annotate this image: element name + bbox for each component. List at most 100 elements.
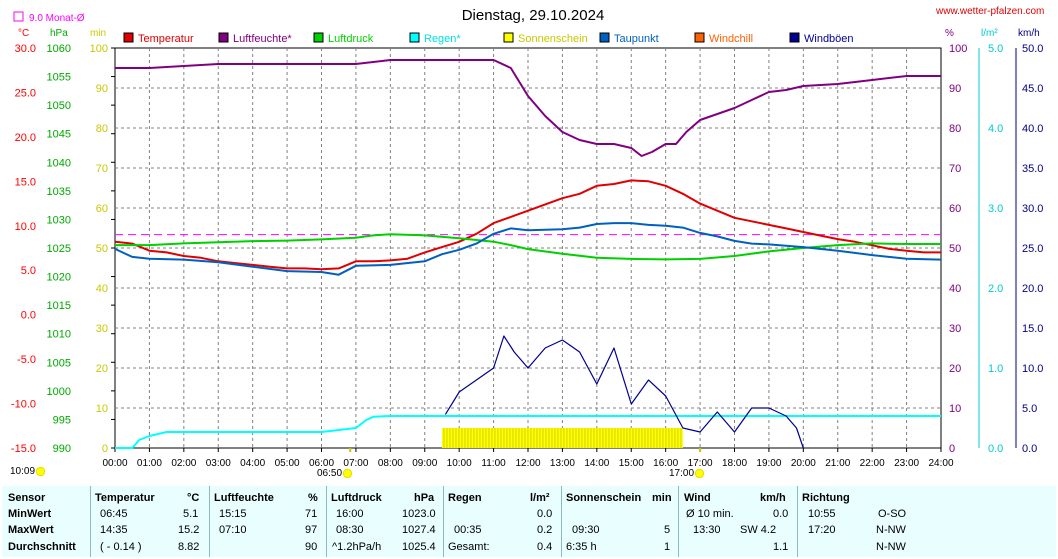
wind-min-label: Ø 10 min. — [686, 508, 734, 520]
x-tick-label: 19:00 — [756, 458, 781, 469]
x-tick-label: 00:00 — [102, 458, 127, 469]
temp-min: 5.1 — [183, 508, 199, 520]
rain-tick-label: 5.0 — [988, 43, 1003, 55]
sun-icon — [36, 466, 46, 476]
humidity-tick-label: 30 — [949, 323, 961, 335]
wind-tick-label: 0.0 — [1022, 443, 1037, 455]
temp-tick-label: -5.0 — [17, 354, 36, 366]
x-tick-label: 16:00 — [653, 458, 678, 469]
direction-avg: N-NW — [876, 541, 906, 553]
pressure-header: Luftdruck — [331, 492, 382, 504]
sunshine-avg: 1 — [664, 541, 671, 553]
rain-max: 0.2 — [537, 524, 553, 536]
wind-max-time: 13:30 — [693, 524, 721, 536]
x-tick-label: 12:00 — [515, 458, 540, 469]
wind-tick-label: 20.0 — [1022, 283, 1043, 295]
site-link[interactable]: www.wetter-pfalzen.com — [936, 6, 1045, 17]
pressure-tick-label: 990 — [53, 443, 71, 455]
rain-tick-label: 2.0 — [988, 283, 1003, 295]
wind-tick-label: 50.0 — [1022, 43, 1043, 55]
x-tick-label: 15:00 — [619, 458, 644, 469]
legend-label: Taupunkt — [614, 33, 659, 45]
legend-swatch — [313, 32, 324, 43]
x-tick-label: 07:00 — [343, 458, 368, 469]
x-tick-label: 08:00 — [378, 458, 403, 469]
legend-label: Temperatur — [138, 33, 194, 45]
series-line-4 — [114, 222, 942, 276]
humidity-tick-label: 10 — [949, 403, 961, 415]
sunset-time: 17:00 — [669, 468, 705, 479]
humidity-min: 71 — [305, 508, 318, 520]
temp-min-time: 06:45 — [100, 508, 128, 520]
pressure-tick-label: 1015 — [47, 300, 71, 312]
legend-swatch — [503, 32, 514, 43]
humidity-tick-label: 60 — [949, 203, 961, 215]
monthly-avg-legend-box — [13, 11, 24, 22]
pressure-tick-label: 995 — [53, 414, 71, 426]
rain-min: 0.0 — [537, 508, 553, 520]
legend-label: Windböen — [804, 33, 854, 45]
weather-chart: 00:00 01:00 02:00 03:00 04:00 05:00 06:00 07:00… — [11, 7, 1044, 469]
humidity-tick-label: 70 — [949, 163, 961, 175]
humidity-tick-label: 80 — [949, 123, 961, 135]
pressure-avg: 1025.4 — [402, 541, 436, 553]
pressure-unit: hPa — [414, 492, 435, 504]
minutes-unit-label: min — [90, 28, 106, 39]
temp-tick-label: 30.0 — [15, 43, 36, 55]
x-tick-label: 03:00 — [206, 458, 231, 469]
legend-label: Sonnenschein — [518, 33, 588, 45]
row-label-min: MinWert — [8, 508, 52, 520]
temp-avg-note: ( - 0.14 ) — [100, 541, 142, 553]
temp-tick-label: 0.0 — [21, 310, 36, 322]
stats-table: Sensor MinWert MaxWert Durchschnitt Temp… — [2, 486, 1056, 557]
x-tick-label: 22:00 — [860, 458, 885, 469]
sunshine-avg-note: 6:35 h — [566, 541, 597, 553]
x-tick-label: 10:00 — [447, 458, 472, 469]
x-tick-label: 17:00 — [688, 458, 713, 469]
x-tick-label: 02:00 — [171, 458, 196, 469]
humidity-min-time: 15:15 — [219, 508, 247, 520]
rain-max-time: 00:35 — [454, 524, 482, 536]
sunrise-time: 06:50 — [317, 468, 353, 479]
humidity-tick-label: 40 — [949, 283, 961, 295]
humidity-tick-label: 20 — [949, 363, 961, 375]
pressure-unit-label: hPa — [50, 28, 68, 39]
sunshine-tick-label: 30 — [96, 323, 108, 335]
temp-tick-label: -10.0 — [11, 399, 36, 411]
humidity-max: 97 — [305, 524, 318, 536]
sunshine-tick-label: 40 — [96, 283, 108, 295]
series-line-0 — [114, 179, 941, 271]
legend-swatch — [218, 32, 229, 43]
sunshine-tick-label: 60 — [96, 203, 108, 215]
wind-avg: 1.1 — [773, 541, 789, 553]
pressure-tick-label: 1005 — [47, 357, 71, 369]
pressure-max-time: 08:30 — [336, 524, 364, 536]
rain-unit: l/m² — [530, 492, 550, 504]
sunshine-tick-label: 20 — [96, 363, 108, 375]
temp-unit-label: °C — [18, 28, 29, 39]
chart-legend: Temperatur Luftfeuchte* Luftdruck Regen* Son… — [123, 32, 854, 45]
sunshine-tick-label: 90 — [96, 83, 108, 95]
x-tick-label: 14:00 — [584, 458, 609, 469]
legend-swatch — [694, 32, 705, 43]
pressure-tick-label: 1055 — [47, 72, 71, 84]
x-tick-label: 05:00 — [275, 458, 300, 469]
wind-tick-label: 35.0 — [1022, 163, 1043, 175]
pressure-avg-note: ^1.2hPa/h — [332, 541, 382, 553]
rain-unit-label: l/m² — [981, 28, 998, 39]
x-tick-label: 06:00 — [309, 458, 334, 469]
temp-tick-label: -15.0 — [11, 443, 36, 455]
x-tick-label: 18:00 — [722, 458, 747, 469]
pressure-tick-label: 1025 — [47, 243, 71, 255]
legend-label: Luftdruck — [328, 33, 374, 45]
wind-tick-label: 30.0 — [1022, 203, 1043, 215]
sunshine-max: 5 — [664, 524, 671, 536]
rain-total: 0.4 — [537, 541, 553, 553]
wind-tick-label: 5.0 — [1022, 403, 1037, 415]
x-tick-label: 20:00 — [791, 458, 816, 469]
legend-label: Windchill — [709, 33, 753, 45]
x-tick-label: 11:00 — [481, 458, 506, 469]
percent-unit-label: % — [945, 28, 954, 39]
temp-tick-label: 15.0 — [15, 176, 36, 188]
pressure-tick-label: 1040 — [47, 157, 71, 169]
